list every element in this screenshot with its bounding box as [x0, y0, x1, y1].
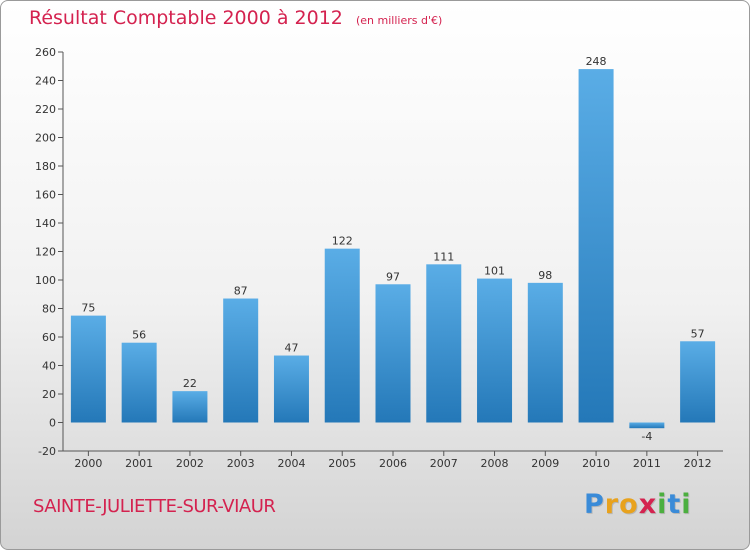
value-label-2011: -4: [641, 430, 652, 443]
x-tick-label: 2012: [684, 457, 712, 470]
bar-2009: [527, 282, 563, 423]
value-label-2010: 248: [586, 55, 607, 68]
x-tick-label: 2010: [582, 457, 610, 470]
x-tick-label: 2001: [125, 457, 153, 470]
x-tick-label: 2007: [430, 457, 458, 470]
y-tick-label: -20: [38, 445, 56, 458]
y-tick-label: 220: [35, 103, 56, 116]
x-tick-label: 2003: [227, 457, 255, 470]
proxiti-logo: Proxiti: [584, 489, 692, 520]
bar-2010: [578, 69, 614, 423]
y-tick-label: 140: [35, 217, 56, 230]
value-label-2006: 97: [386, 270, 400, 283]
y-tick-label: 160: [35, 189, 56, 202]
y-tick-label: 120: [35, 246, 56, 259]
chart-title: Résultat Comptable 2000 à 2012: [29, 7, 343, 29]
axes: -20 0 20 40 60 80 100 120 140 160 180 200 220 240 260 2…: [35, 46, 723, 470]
y-tick-label: 40: [42, 360, 56, 373]
y-tick-label: 240: [35, 75, 56, 88]
x-tick-label: 2011: [633, 457, 661, 470]
x-tick-label: 2004: [277, 457, 305, 470]
y-tick-label: 260: [35, 46, 56, 59]
logo-letter: o: [619, 489, 639, 520]
value-labels: 75 56 22 87 47 122 97 111 101 98 248 -4 57: [81, 55, 704, 443]
logo-letter: x: [638, 489, 658, 520]
commune-name: SAINTE-JULIETTE-SUR-VIAUR: [33, 496, 276, 517]
bars: [70, 69, 716, 429]
x-tick-label: 2009: [531, 457, 559, 470]
value-label-2000: 75: [81, 302, 95, 315]
logo-letter: i: [681, 489, 692, 520]
chart-subtitle: (en milliers d'€): [355, 14, 443, 27]
logo-letter: i: [657, 489, 668, 520]
bar-2004: [273, 355, 309, 423]
bar-2001: [121, 342, 157, 423]
bar-2011: [629, 422, 665, 429]
y-tick-label: 100: [35, 274, 56, 287]
bar-2000: [70, 315, 106, 423]
logo-letter: t: [667, 489, 682, 520]
value-label-2007: 111: [433, 250, 454, 263]
y-tick-label: 0: [49, 417, 56, 430]
value-label-2004: 47: [284, 342, 298, 355]
x-tick-label: 2000: [74, 457, 102, 470]
x-tick-label: 2005: [328, 457, 356, 470]
x-tick-label: 2006: [379, 457, 407, 470]
y-tick-label: 180: [35, 160, 56, 173]
bar-2002: [172, 391, 208, 423]
logo-letter: r: [604, 489, 620, 520]
title-row: Résultat Comptable 2000 à 2012 (en milli…: [29, 7, 442, 29]
value-label-2008: 101: [484, 265, 505, 278]
bar-2003: [223, 298, 259, 423]
logo-letter: P: [584, 489, 605, 520]
x-tick-label: 2002: [176, 457, 204, 470]
x-tick-label: 2008: [481, 457, 509, 470]
value-label-2001: 56: [132, 329, 146, 342]
bar-2012: [680, 341, 716, 423]
bar-2007: [426, 264, 462, 423]
y-tick-label: 20: [42, 388, 56, 401]
value-label-2002: 22: [183, 377, 197, 390]
value-label-2012: 57: [691, 327, 705, 340]
y-tick-label: 200: [35, 132, 56, 145]
bar-2005: [324, 248, 360, 423]
bar-2006: [375, 284, 411, 423]
bar-2008: [477, 278, 513, 423]
y-tick-label: 80: [42, 303, 56, 316]
value-label-2003: 87: [234, 285, 248, 298]
y-tick-label: 60: [42, 331, 56, 344]
value-label-2009: 98: [538, 269, 552, 282]
value-label-2005: 122: [332, 235, 353, 248]
